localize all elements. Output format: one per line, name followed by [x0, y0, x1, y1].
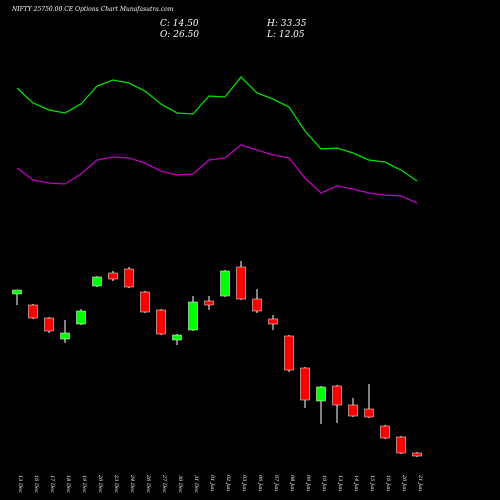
- candle-body: [412, 452, 422, 457]
- indicator-line: [16, 144, 418, 204]
- x-tick-label: 16 Dec: [33, 475, 39, 493]
- x-tick-label: 13 Jan: [337, 475, 343, 491]
- x-tick-label: 03 Jan: [241, 475, 247, 491]
- x-tick-label: 27 Dec: [161, 474, 167, 493]
- x-tick-label: 23 Dec: [113, 474, 119, 493]
- candle-body: [44, 317, 54, 332]
- x-tick-label: 07 Jan: [273, 475, 279, 491]
- x-tick-label: 01 Jan: [209, 475, 215, 491]
- candle-body: [220, 270, 230, 297]
- candle-body: [284, 335, 294, 371]
- candle-body: [300, 367, 310, 401]
- candle-body: [268, 318, 278, 325]
- candle-body: [76, 310, 86, 325]
- x-tick-label: 21 Jan: [417, 474, 423, 491]
- x-tick-label: 08 Jan: [289, 475, 295, 491]
- x-tick-label: 10 Jan: [321, 475, 327, 491]
- x-tick-label: 19 Dec: [81, 475, 87, 493]
- candle-body: [92, 276, 102, 287]
- candle-body: [348, 404, 358, 417]
- x-tick-label: 15 Jan: [369, 475, 375, 491]
- x-tick-label: 13 Dec: [17, 475, 23, 493]
- x-tick-label: 17 Dec: [49, 475, 55, 493]
- candle-body: [364, 408, 374, 418]
- candle-body: [380, 425, 390, 439]
- candle-body: [108, 272, 118, 280]
- x-tick-label: 18 Dec: [65, 475, 71, 493]
- x-tick-label: 20 Dec: [97, 474, 103, 493]
- x-tick-label: 30 Dec: [177, 475, 183, 493]
- x-tick-label: 20 Jan: [401, 474, 407, 491]
- candle-body: [172, 334, 182, 341]
- candle-body: [12, 289, 22, 295]
- candle-body: [204, 300, 214, 306]
- x-tick-label: 09 Jan: [305, 475, 311, 491]
- quote-high: H: 33.35: [266, 19, 307, 29]
- candle-body: [332, 385, 342, 406]
- candle-body: [188, 301, 198, 331]
- candle-body: [124, 268, 134, 288]
- x-tick-label: 24 Dec: [129, 474, 135, 493]
- candle-body: [156, 309, 166, 335]
- quote-low: L: 12.05: [266, 30, 305, 40]
- x-tick-label: 14 Jan: [353, 475, 359, 491]
- x-tick-label: 02 Jan: [225, 475, 231, 491]
- candle-body: [140, 291, 150, 313]
- quote-close: C: 14.50: [160, 19, 199, 29]
- x-tick-label: 16 Jan: [385, 475, 391, 491]
- candle-body: [60, 332, 70, 340]
- candle-body: [236, 266, 246, 300]
- quote-open: O: 26.50: [160, 30, 199, 40]
- indicator-line: [16, 76, 418, 182]
- x-tick-label: 26 Dec: [145, 474, 151, 493]
- candle-body: [28, 304, 38, 319]
- candle-body: [396, 436, 406, 454]
- candle-body: [316, 386, 326, 402]
- candle-body: [252, 298, 262, 312]
- chart-title: NIFTY 25750.00 CE Options Chart Munafasu…: [11, 6, 174, 13]
- x-tick-label: 06 Jan: [257, 475, 263, 491]
- x-tick-label: 31 Dec: [193, 475, 199, 493]
